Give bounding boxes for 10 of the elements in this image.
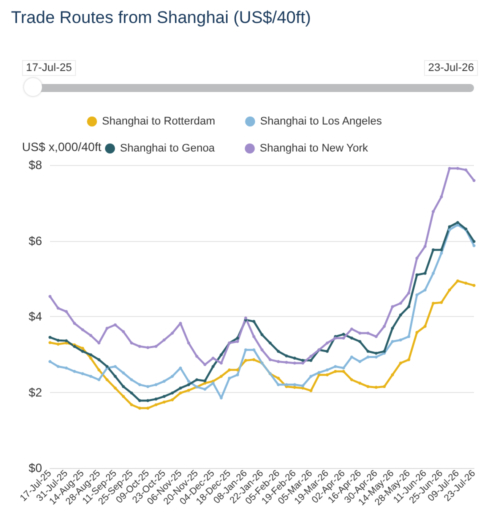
y-tick-label: $8 — [28, 158, 42, 172]
legend-label: Shanghai to Rotterdam — [102, 116, 216, 128]
y-axis-title: US$ x,000/40ft — [22, 140, 102, 154]
y-tick-label: $4 — [28, 310, 42, 324]
y-tick-label: $6 — [28, 234, 42, 248]
legend-label: Shanghai to New York — [260, 142, 369, 154]
legend-label: Shanghai to Los Angeles — [260, 116, 382, 128]
legend-label: Shanghai to Genoa — [120, 142, 216, 154]
y-tick-label: $2 — [28, 385, 42, 400]
chart-title: Trade Routes from Shanghai (US$/40ft) — [11, 8, 311, 27]
